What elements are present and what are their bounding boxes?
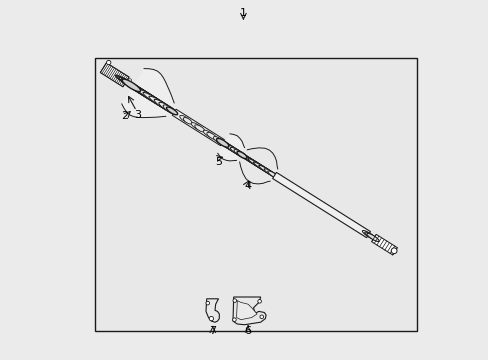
Ellipse shape (258, 165, 280, 180)
Polygon shape (122, 69, 174, 118)
Ellipse shape (253, 162, 280, 179)
Ellipse shape (260, 315, 263, 319)
Ellipse shape (128, 79, 131, 82)
Ellipse shape (257, 300, 261, 303)
Ellipse shape (106, 60, 111, 65)
Ellipse shape (159, 102, 176, 114)
Ellipse shape (216, 138, 228, 147)
Ellipse shape (243, 156, 275, 176)
Ellipse shape (216, 138, 238, 153)
Ellipse shape (203, 130, 214, 138)
Ellipse shape (225, 145, 245, 158)
Ellipse shape (362, 230, 373, 238)
Ellipse shape (166, 107, 177, 115)
Text: 1: 1 (240, 8, 246, 18)
Ellipse shape (247, 158, 278, 178)
Ellipse shape (232, 318, 236, 321)
Ellipse shape (237, 152, 249, 160)
Ellipse shape (149, 96, 174, 113)
Ellipse shape (230, 147, 246, 158)
Ellipse shape (119, 77, 161, 104)
Text: 3: 3 (134, 110, 141, 120)
Ellipse shape (163, 105, 177, 114)
Polygon shape (217, 134, 244, 161)
Polygon shape (172, 109, 224, 146)
Ellipse shape (142, 93, 173, 112)
Polygon shape (239, 148, 277, 184)
Ellipse shape (154, 99, 175, 113)
Ellipse shape (117, 76, 156, 101)
Text: 2: 2 (121, 111, 128, 121)
Ellipse shape (237, 152, 255, 164)
Ellipse shape (222, 142, 244, 156)
Ellipse shape (205, 301, 209, 305)
Polygon shape (236, 301, 257, 320)
Ellipse shape (137, 89, 172, 111)
Ellipse shape (240, 154, 270, 173)
Ellipse shape (364, 232, 378, 241)
Ellipse shape (237, 151, 246, 158)
Ellipse shape (191, 123, 202, 130)
Text: 5: 5 (215, 157, 222, 167)
Ellipse shape (209, 316, 213, 321)
Polygon shape (100, 63, 129, 87)
Ellipse shape (390, 248, 396, 254)
Text: 7: 7 (209, 326, 216, 336)
Ellipse shape (122, 79, 141, 91)
Ellipse shape (264, 169, 280, 179)
Ellipse shape (194, 125, 204, 132)
Polygon shape (272, 172, 370, 238)
Ellipse shape (238, 152, 264, 169)
Ellipse shape (366, 233, 379, 242)
Ellipse shape (124, 81, 135, 88)
Ellipse shape (267, 171, 280, 179)
Ellipse shape (180, 115, 189, 122)
Ellipse shape (218, 140, 241, 155)
Ellipse shape (131, 85, 170, 110)
Ellipse shape (213, 136, 222, 143)
Polygon shape (205, 299, 219, 322)
Ellipse shape (206, 132, 216, 140)
Ellipse shape (115, 75, 150, 98)
Text: 4: 4 (244, 181, 251, 191)
Bar (95, 58, 416, 331)
Ellipse shape (121, 78, 135, 88)
Ellipse shape (232, 299, 236, 302)
Ellipse shape (214, 137, 233, 150)
Ellipse shape (183, 118, 192, 124)
Ellipse shape (126, 82, 168, 109)
Polygon shape (371, 234, 397, 255)
Ellipse shape (233, 149, 246, 158)
Text: 6: 6 (244, 326, 251, 336)
Polygon shape (232, 297, 265, 325)
Ellipse shape (122, 79, 165, 107)
Ellipse shape (365, 232, 374, 239)
